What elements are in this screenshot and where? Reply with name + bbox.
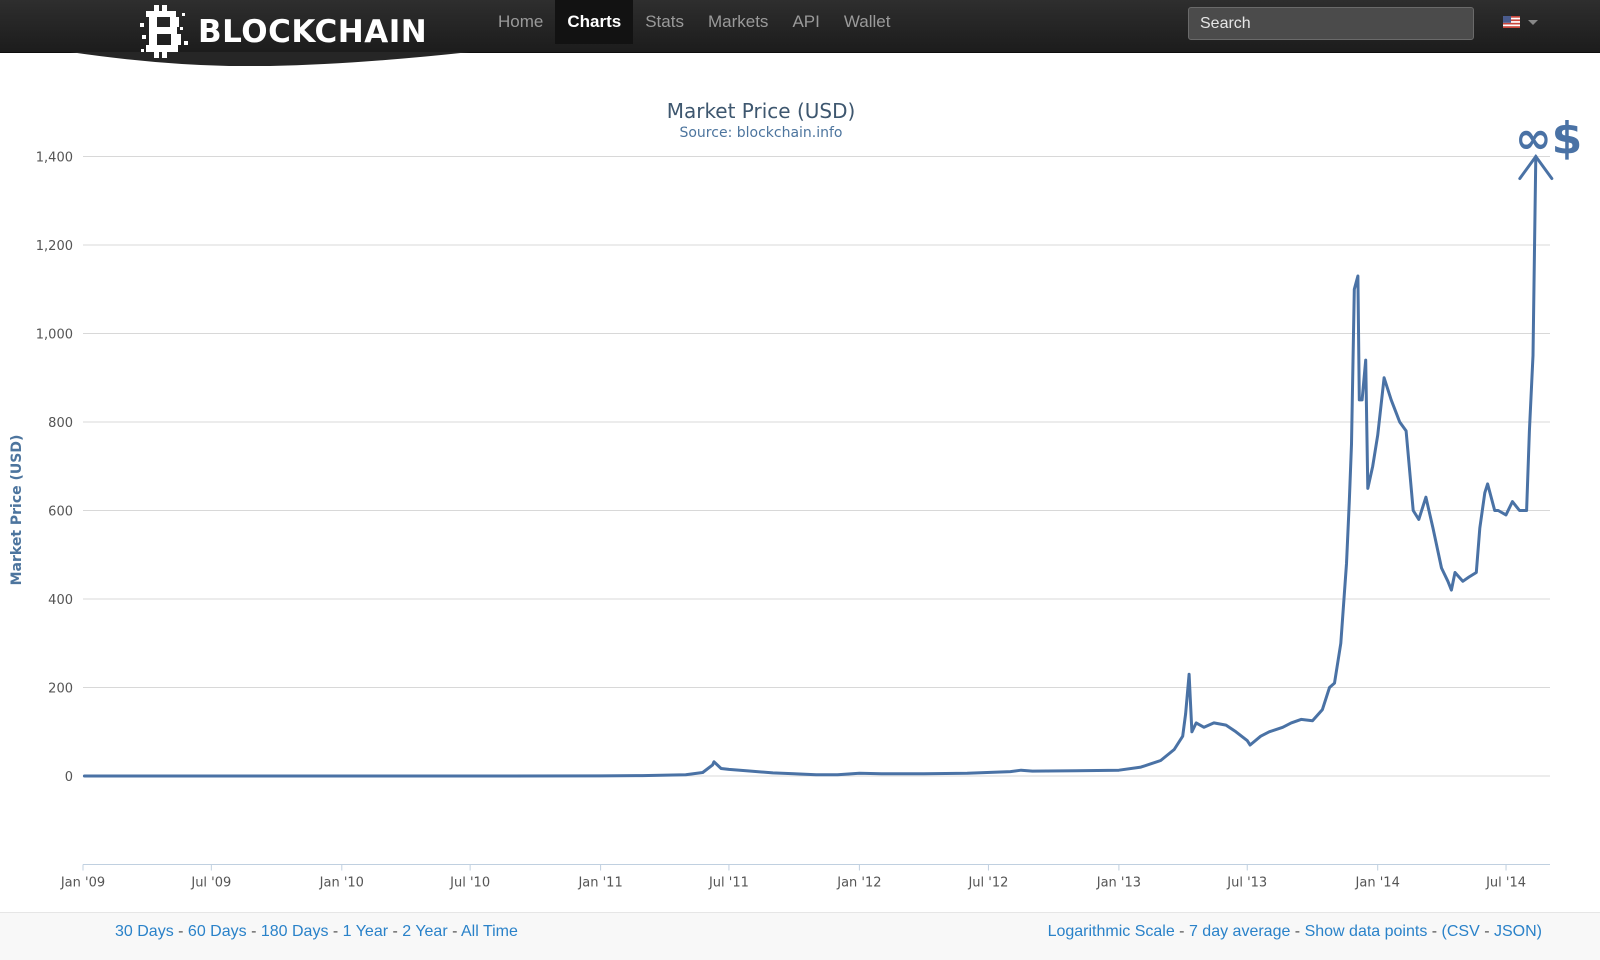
range-link-2-year[interactable]: 2 Year xyxy=(402,923,448,940)
x-tick-label: Jan '14 xyxy=(1355,876,1400,891)
chart-options-footer: 30 Days - 60 Days - 180 Days - 1 Year - … xyxy=(0,912,1600,960)
option-link-7-day-average[interactable]: 7 day average xyxy=(1188,923,1291,940)
option-link-show-data-points[interactable]: Show data points xyxy=(1304,923,1428,940)
link-separator: - xyxy=(447,923,461,940)
link-separator: - xyxy=(388,923,403,940)
x-tick-label: Jan '12 xyxy=(836,876,881,891)
range-link-60-days[interactable]: 60 Days xyxy=(187,923,247,940)
link-separator: - xyxy=(1174,923,1189,940)
y-axis-ticks: 0 200 400 600 800 1,000 1,200 1,400 xyxy=(36,151,73,786)
logo-banner xyxy=(70,52,470,66)
y-axis-label: Market Price (USD) xyxy=(9,435,25,586)
paren-open: ( xyxy=(1441,923,1447,940)
market-price-chart: 0 200 400 600 800 1,000 1,200 1,400 Jan '09 Jul … xyxy=(9,99,1582,891)
chart-subtitle: Source: blockchain.info xyxy=(679,125,842,141)
x-tick-label: Jul '10 xyxy=(449,876,490,891)
y-tick-label: 600 xyxy=(48,505,73,520)
download-link-json[interactable]: JSON xyxy=(1494,923,1537,940)
y-tick-label: 1,200 xyxy=(36,239,73,254)
link-separator: - xyxy=(328,923,343,940)
grid-lines xyxy=(83,156,1550,865)
arrow-head-annotation xyxy=(1518,153,1554,180)
download-link-csv[interactable]: CSV xyxy=(1446,923,1480,940)
blockchain-logo-icon[interactable] xyxy=(140,5,190,59)
range-link-180-days[interactable]: 180 Days xyxy=(260,923,329,940)
x-tick-label: Jul '13 xyxy=(1226,876,1267,891)
arrow-head-icon xyxy=(1518,153,1554,180)
nav-item-wallet[interactable]: Wallet xyxy=(843,12,891,31)
y-tick-label: 200 xyxy=(48,682,73,697)
chevron-down-icon[interactable] xyxy=(1528,20,1538,25)
range-link-1-year[interactable]: 1 Year xyxy=(342,923,389,940)
nav-item-home[interactable]: Home xyxy=(498,12,544,31)
link-separator: - xyxy=(1427,923,1442,940)
link-separator: - xyxy=(246,923,261,940)
x-tick-label: Jul '11 xyxy=(708,876,749,891)
display-option-links: Logarithmic Scale - 7 day average - Show… xyxy=(1048,923,1542,941)
x-tick-label: Jul '12 xyxy=(967,876,1008,891)
y-tick-label: 1,400 xyxy=(36,151,73,166)
x-tick-label: Jan '09 xyxy=(60,876,105,891)
link-separator: - xyxy=(1290,923,1305,940)
x-axis-ticks: Jan '09 Jul '09 Jan '10 Jul '10 Jan '11 Jul '… xyxy=(60,864,1526,891)
y-tick-label: 0 xyxy=(65,770,73,785)
time-range-links: 30 Days - 60 Days - 180 Days - 1 Year - … xyxy=(115,923,518,941)
brand-name[interactable]: BLOCKCHAIN xyxy=(198,14,428,50)
chart-title: Market Price (USD) xyxy=(667,99,856,123)
download-links: (CSV - JSON) xyxy=(1442,923,1542,940)
us-flag-icon[interactable] xyxy=(1503,16,1520,28)
infinity-dollar-annotation: ∞$ xyxy=(1515,113,1582,164)
nav-item-markets[interactable]: Markets xyxy=(707,12,769,31)
nav-item-stats[interactable]: Stats xyxy=(645,12,684,31)
x-tick-label: Jan '11 xyxy=(577,876,622,891)
option-link-logarithmic-scale[interactable]: Logarithmic Scale xyxy=(1047,923,1175,940)
x-tick-label: Jul '09 xyxy=(190,876,231,891)
x-tick-label: Jan '10 xyxy=(319,876,364,891)
main-nav: Home Charts Stats Markets API Wallet xyxy=(486,0,902,52)
y-tick-label: 800 xyxy=(48,416,73,431)
range-link-all-time[interactable]: All Time xyxy=(461,923,518,940)
x-tick-label: Jan '13 xyxy=(1096,876,1141,891)
link-separator: - xyxy=(1479,923,1494,940)
y-tick-label: 1,000 xyxy=(36,328,73,343)
range-link-30-days[interactable]: 30 Days xyxy=(115,923,174,940)
price-series-line xyxy=(82,155,1538,778)
top-navbar: BLOCKCHAIN Home Charts Stats Markets API Wall… xyxy=(0,0,1600,66)
paren-close: ) xyxy=(1536,923,1542,940)
search-input[interactable] xyxy=(1188,7,1474,40)
nav-item-charts[interactable]: Charts xyxy=(555,0,634,44)
link-separator: - xyxy=(173,923,188,940)
y-tick-label: 400 xyxy=(48,593,73,608)
x-tick-label: Jul '14 xyxy=(1485,876,1526,891)
nav-item-api[interactable]: API xyxy=(792,12,820,31)
